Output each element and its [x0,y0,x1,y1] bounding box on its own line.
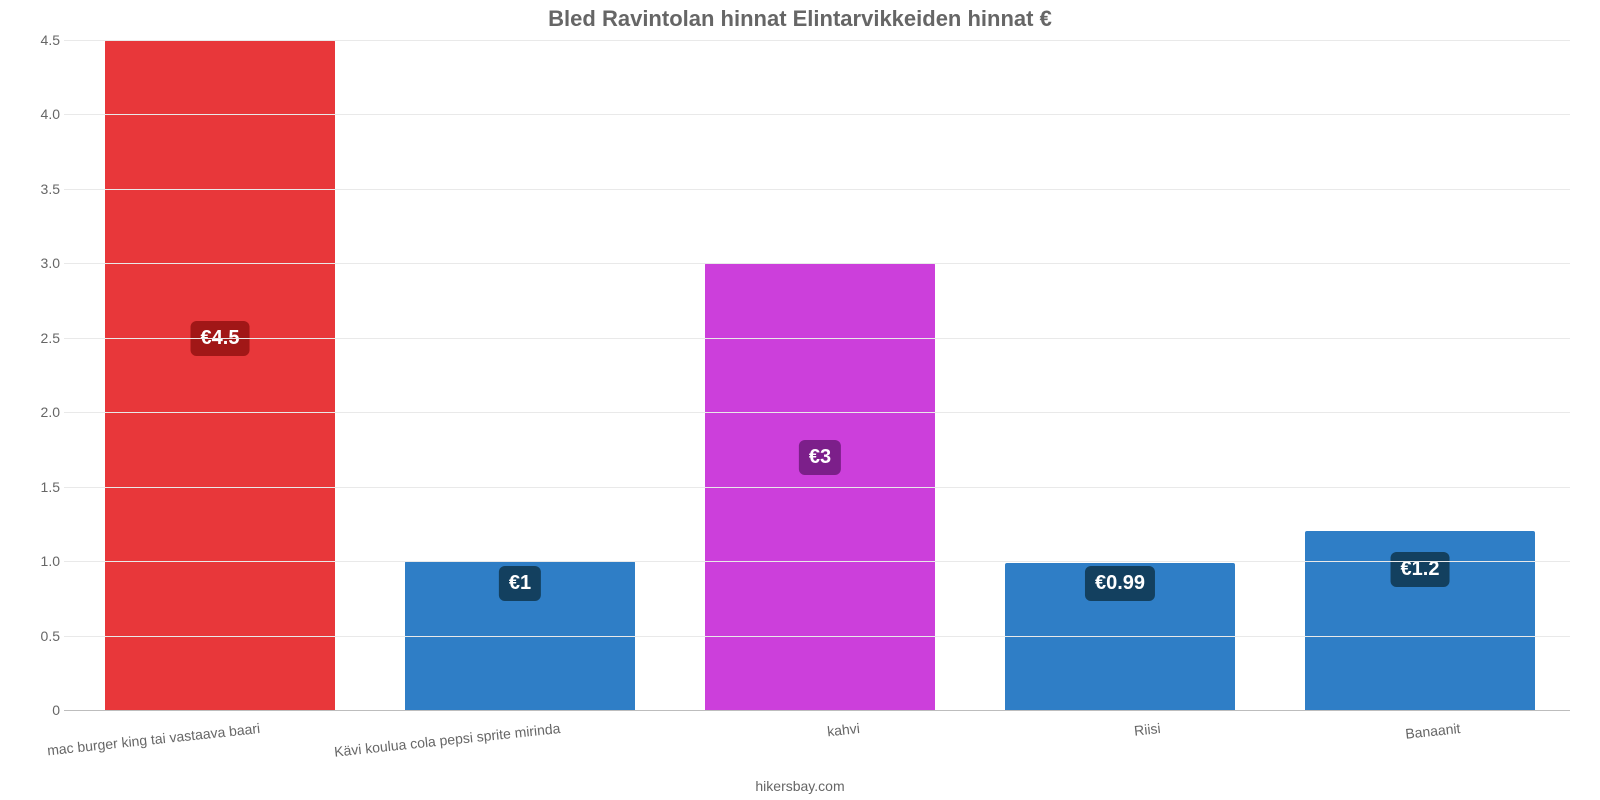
grid-line [64,114,1570,115]
y-tick-label: 3.5 [12,181,60,197]
grid-line [64,40,1570,41]
bar-slot: €0.99 [970,40,1270,710]
grid-line [64,487,1570,488]
bar: €1.2 [1305,531,1535,710]
value-badge: €3 [799,440,841,475]
grid-line [64,412,1570,413]
y-tick-label: 4.5 [12,32,60,48]
y-tick-label: 0.5 [12,628,60,644]
x-tick-label: Banaanit [1404,720,1461,742]
y-tick-label: 1.5 [12,479,60,495]
chart-title: Bled Ravintolan hinnat Elintarvikkeiden … [0,6,1600,32]
x-axis-line [64,710,1570,711]
value-badge: €1 [499,566,541,601]
x-tick-label: kahvi [827,720,861,739]
price-bar-chart: Bled Ravintolan hinnat Elintarvikkeiden … [0,0,1600,800]
attribution-text: hikersbay.com [0,778,1600,794]
y-tick-label: 0 [12,702,60,718]
grid-line [64,636,1570,637]
grid-line [64,189,1570,190]
x-tick-label: Riisi [1133,720,1161,739]
grid-line [64,561,1570,562]
bar-slot: €3 [670,40,970,710]
value-badge: €1.2 [1391,552,1450,587]
bar: €4.5 [105,40,335,710]
y-tick-label: 4.0 [12,106,60,122]
y-tick-label: 3.0 [12,255,60,271]
bar-slot: €4.5 [70,40,370,710]
y-tick-label: 2.0 [12,404,60,420]
y-tick-label: 1.0 [12,553,60,569]
bar-slot: €1.2 [1270,40,1570,710]
bars-container: €4.5 €1 €3 €0.99 €1.2 [70,40,1570,710]
bar-slot: €1 [370,40,670,710]
x-tick-label: Kävi koulua cola pepsi sprite mirinda [333,720,561,760]
grid-line [64,263,1570,264]
value-badge: €0.99 [1085,566,1155,601]
x-tick-label: mac burger king tai vastaava baari [46,720,261,758]
plot-area: €4.5€1€3€0.99€1.2 00.51.01.52.02.53.03.5… [70,40,1570,710]
grid-line [64,338,1570,339]
y-tick-label: 2.5 [12,330,60,346]
